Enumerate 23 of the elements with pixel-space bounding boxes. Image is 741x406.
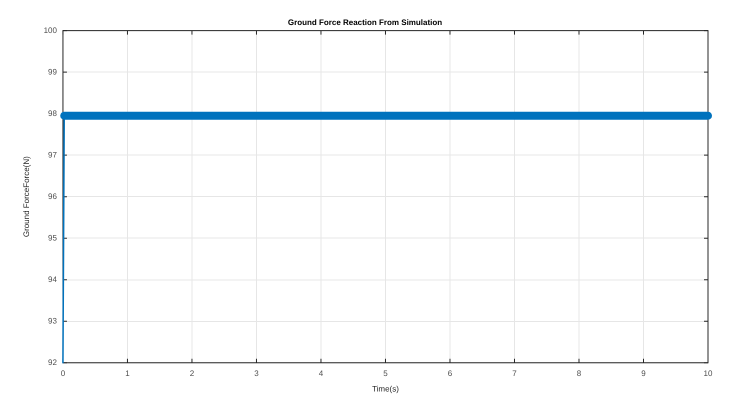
x-tick-label: 7 xyxy=(512,368,518,378)
y-axis-title: Ground ForceForce(N) xyxy=(22,156,32,238)
x-tick-label: 0 xyxy=(60,368,66,378)
x-tick-label: 8 xyxy=(576,368,582,378)
x-tick-label: 10 xyxy=(704,368,713,378)
x-tick-label: 5 xyxy=(383,368,388,378)
chart-title: Ground Force Reaction From Simulation xyxy=(288,18,442,28)
x-tick-label: 4 xyxy=(318,368,324,378)
x-axis-title: Time(s) xyxy=(372,384,400,394)
y-tick-label: 96 xyxy=(48,192,58,201)
x-tick-label: 6 xyxy=(448,368,453,378)
y-tick-label: 97 xyxy=(48,150,58,160)
x-tick-label: 1 xyxy=(125,368,130,378)
y-tick-label: 100 xyxy=(44,26,58,35)
y-tick-label: 99 xyxy=(48,67,58,76)
y-tick-label: 95 xyxy=(48,233,58,242)
y-tick-label: 92 xyxy=(48,358,58,368)
y-tick-label: 94 xyxy=(48,274,58,284)
y-tick-label: 98 xyxy=(48,108,58,118)
y-tick-label: 93 xyxy=(48,316,58,326)
x-tick-label: 9 xyxy=(641,368,646,378)
x-tick-label: 2 xyxy=(190,368,195,378)
x-tick-label: 3 xyxy=(254,368,260,378)
